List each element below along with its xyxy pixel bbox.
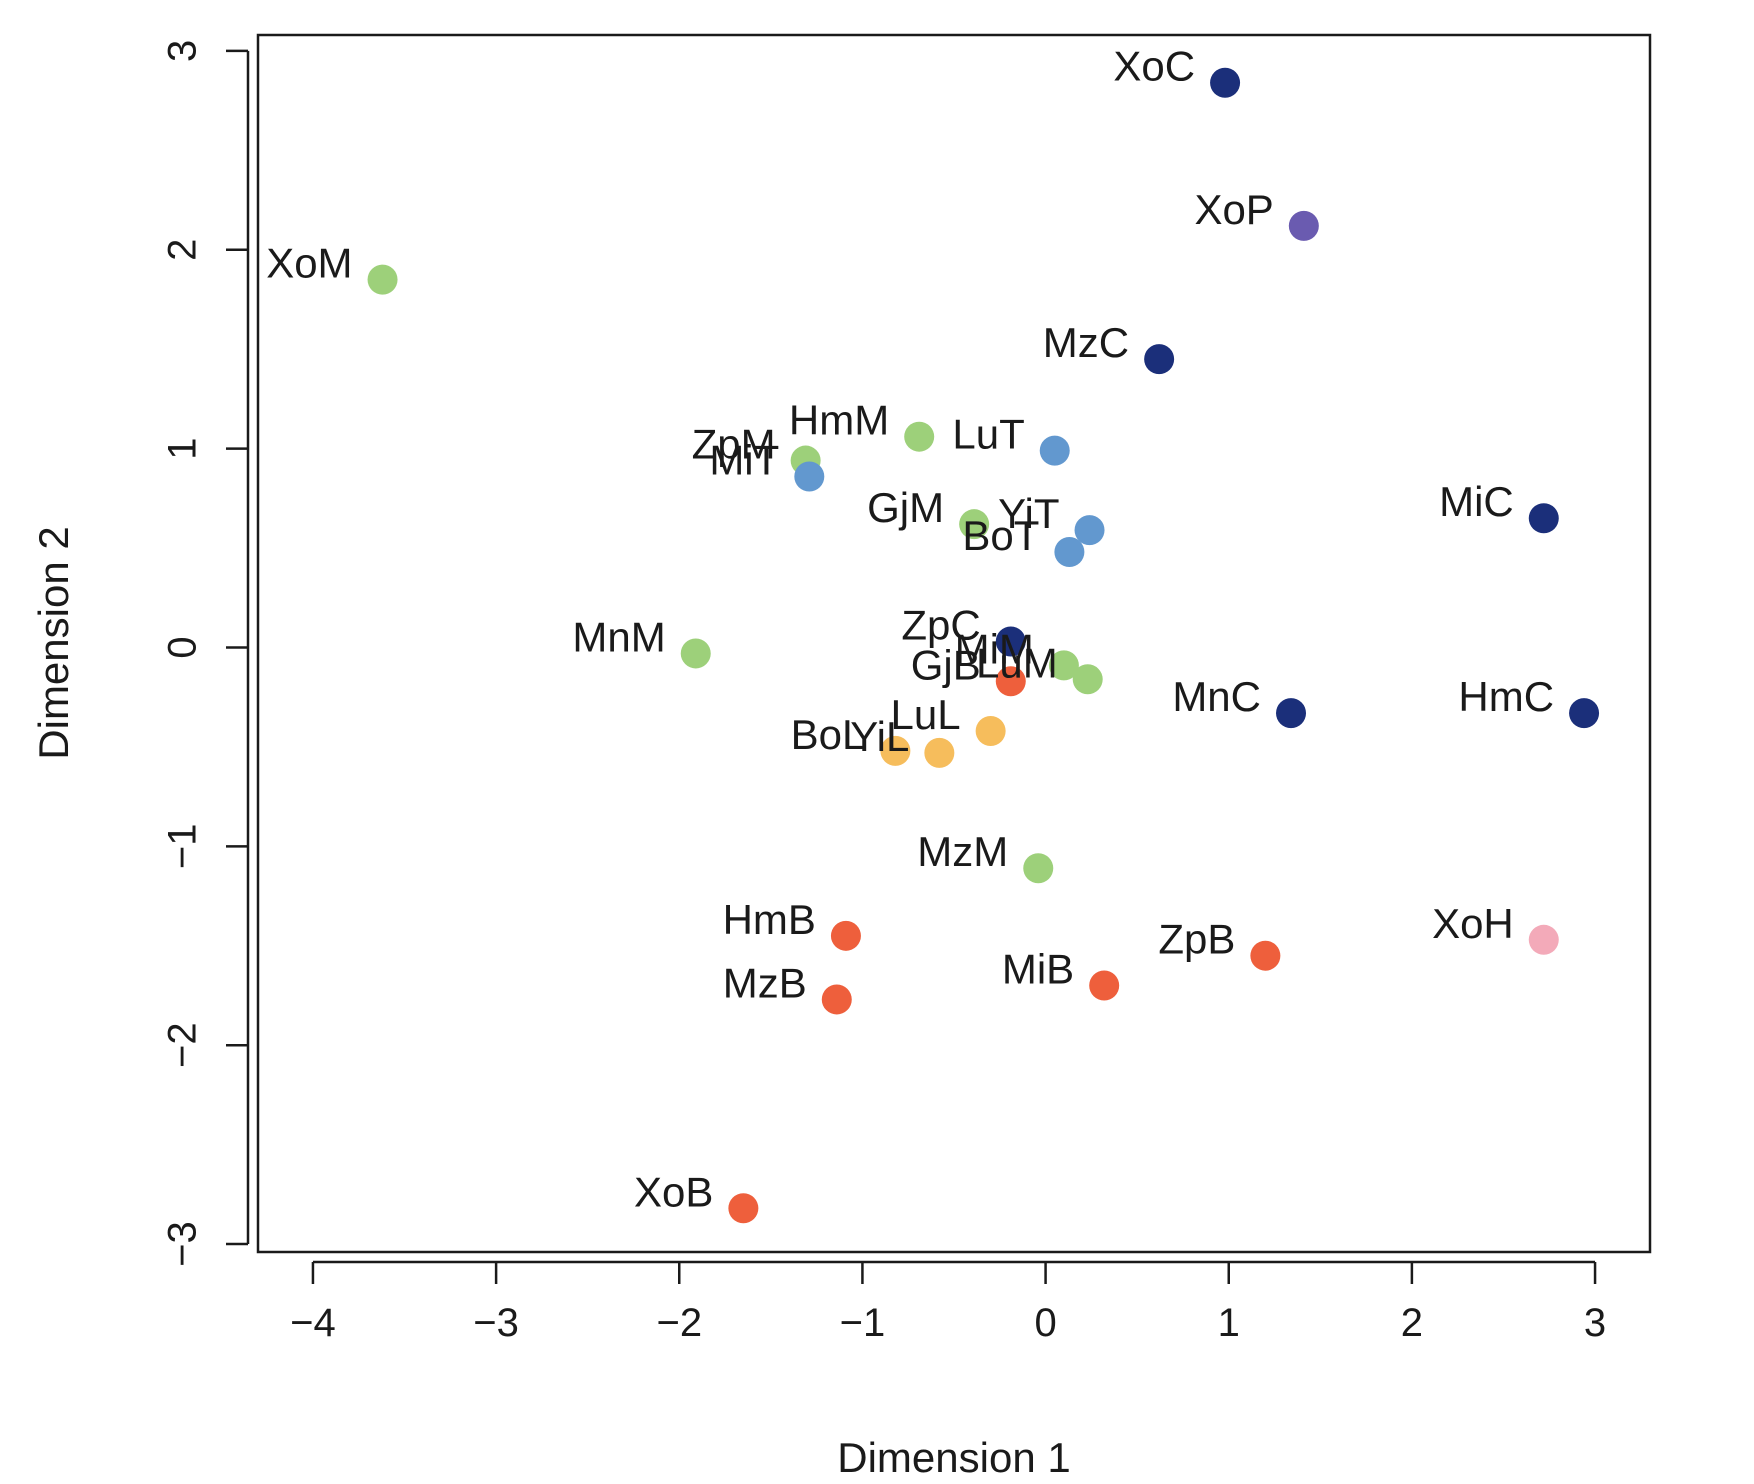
- data-point-mnm: [680, 638, 711, 669]
- point-label-yil: YiL: [850, 713, 909, 760]
- data-point-mib: [1089, 970, 1120, 1001]
- data-point-hmm: [904, 421, 935, 452]
- data-point-zpc: [995, 626, 1026, 657]
- point-label-mzc: MzC: [1043, 319, 1129, 366]
- y-tick-label: 0: [161, 636, 205, 658]
- point-label-xob: XoB: [634, 1168, 713, 1215]
- data-point-mim: [1048, 650, 1079, 681]
- point-label-hmm: HmM: [789, 397, 889, 444]
- y-tick-label: 2: [161, 239, 205, 261]
- data-point-xom: [367, 264, 398, 295]
- data-point-zpb: [1250, 940, 1281, 971]
- point-label-hmb: HmB: [723, 896, 816, 943]
- x-tick-label: 3: [1584, 1301, 1606, 1345]
- point-label-lum: LuM: [976, 639, 1058, 686]
- x-tick-label: 2: [1401, 1301, 1423, 1345]
- data-point-hmc: [1569, 698, 1600, 729]
- data-point-xoc: [1210, 67, 1241, 98]
- point-label-zpc: ZpC: [901, 602, 980, 649]
- point-label-bot: BoT: [962, 512, 1039, 559]
- data-point-lul: [975, 715, 1006, 746]
- point-label-xoh: XoH: [1432, 900, 1514, 947]
- data-point-lum: [1072, 664, 1103, 695]
- y-tick-label: −3: [161, 1221, 205, 1267]
- y-axis-title: Dimension 2: [30, 526, 77, 759]
- data-point-gjb: [995, 666, 1026, 697]
- point-label-mzm: MzM: [917, 828, 1008, 875]
- y-axis: −3 −2 −1 0 1 2 3: [161, 40, 250, 1267]
- point-label-lut: LuT: [952, 411, 1024, 458]
- x-tick-label: −3: [473, 1301, 519, 1345]
- point-label-zpm: ZpM: [692, 421, 776, 468]
- y-tick-label: −2: [161, 1022, 205, 1068]
- point-label-xom: XoM: [266, 240, 352, 287]
- y-tick-label: 3: [161, 40, 205, 62]
- data-point-lut: [1039, 435, 1070, 466]
- data-point-gjm: [959, 509, 990, 540]
- data-points: [367, 67, 1600, 1224]
- plot-frame: [256, 33, 1652, 1254]
- data-point-mzc: [1144, 344, 1175, 375]
- x-axis: −4 −3 −2 −1 0 1 2 3: [290, 1260, 1606, 1345]
- x-axis-title: Dimension 1: [837, 1434, 1070, 1481]
- point-label-mnm: MnM: [572, 613, 665, 660]
- point-label-gjb: GjB: [911, 641, 981, 688]
- point-label-mnc: MnC: [1172, 673, 1261, 720]
- data-point-xop: [1288, 210, 1319, 241]
- point-label-zpb: ZpB: [1158, 916, 1235, 963]
- x-tick-label: −1: [840, 1301, 886, 1345]
- y-tick-label: −1: [161, 824, 205, 870]
- data-point-mzb: [821, 984, 852, 1015]
- data-point-bot: [1054, 537, 1085, 568]
- point-label-hmc: HmC: [1458, 673, 1554, 720]
- point-label-mim: MiM: [955, 625, 1034, 672]
- point-label-xop: XoP: [1194, 186, 1273, 233]
- data-point-mnc: [1276, 698, 1307, 729]
- point-label-mzb: MzB: [723, 959, 807, 1006]
- data-point-mit: [794, 461, 825, 492]
- point-label-mib: MiB: [1002, 946, 1074, 993]
- data-point-xob: [728, 1193, 759, 1224]
- data-point-hmb: [830, 920, 861, 951]
- point-label-mic: MiC: [1439, 478, 1514, 525]
- y-tick-label: 1: [161, 437, 205, 459]
- data-point-xoh: [1528, 924, 1559, 955]
- data-point-mzm: [1023, 853, 1054, 884]
- point-label-yit: YiT: [998, 490, 1059, 537]
- data-point-bol: [880, 735, 911, 766]
- x-tick-label: 0: [1034, 1301, 1056, 1345]
- data-point-yit: [1074, 515, 1105, 546]
- x-tick-label: 1: [1218, 1301, 1240, 1345]
- point-label-mit: MiT: [709, 436, 779, 483]
- point-label-lul: LuL: [891, 691, 961, 738]
- point-label-bol: BoL: [791, 711, 866, 758]
- x-tick-label: −2: [656, 1301, 702, 1345]
- x-tick-label: −4: [290, 1301, 336, 1345]
- point-label-gjm: GjM: [867, 484, 944, 531]
- data-point-yil: [924, 737, 955, 768]
- point-label-xoc: XoC: [1113, 43, 1195, 90]
- data-point-mic: [1528, 503, 1559, 534]
